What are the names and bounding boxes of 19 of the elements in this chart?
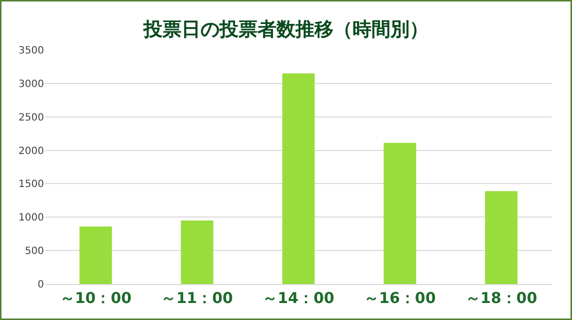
x-tick-label: ～10：00	[60, 289, 132, 307]
bar	[384, 142, 416, 284]
y-tick-label: 3500	[18, 46, 44, 56]
x-tick-label: ～14：00	[262, 289, 334, 307]
x-tick-label: ～16：00	[364, 289, 436, 307]
bar	[180, 220, 214, 284]
y-tick-label: 500	[24, 246, 44, 258]
bar	[282, 73, 315, 284]
x-tick-label: ～18：00	[465, 289, 538, 307]
chart-title: 投票日の投票者数推移（時間別）	[142, 18, 428, 41]
x-tick-label: ～11：00	[161, 289, 233, 307]
y-tick-label: 2500	[18, 112, 44, 124]
bar	[485, 191, 518, 284]
y-tick-label: 1000	[18, 212, 44, 224]
y-tick-label: 3000	[18, 78, 44, 90]
y-tick-label: 1500	[18, 179, 44, 190]
y-tick-label: 0	[38, 280, 44, 290]
bar	[79, 226, 112, 284]
y-tick-label: 2000	[18, 146, 44, 157]
